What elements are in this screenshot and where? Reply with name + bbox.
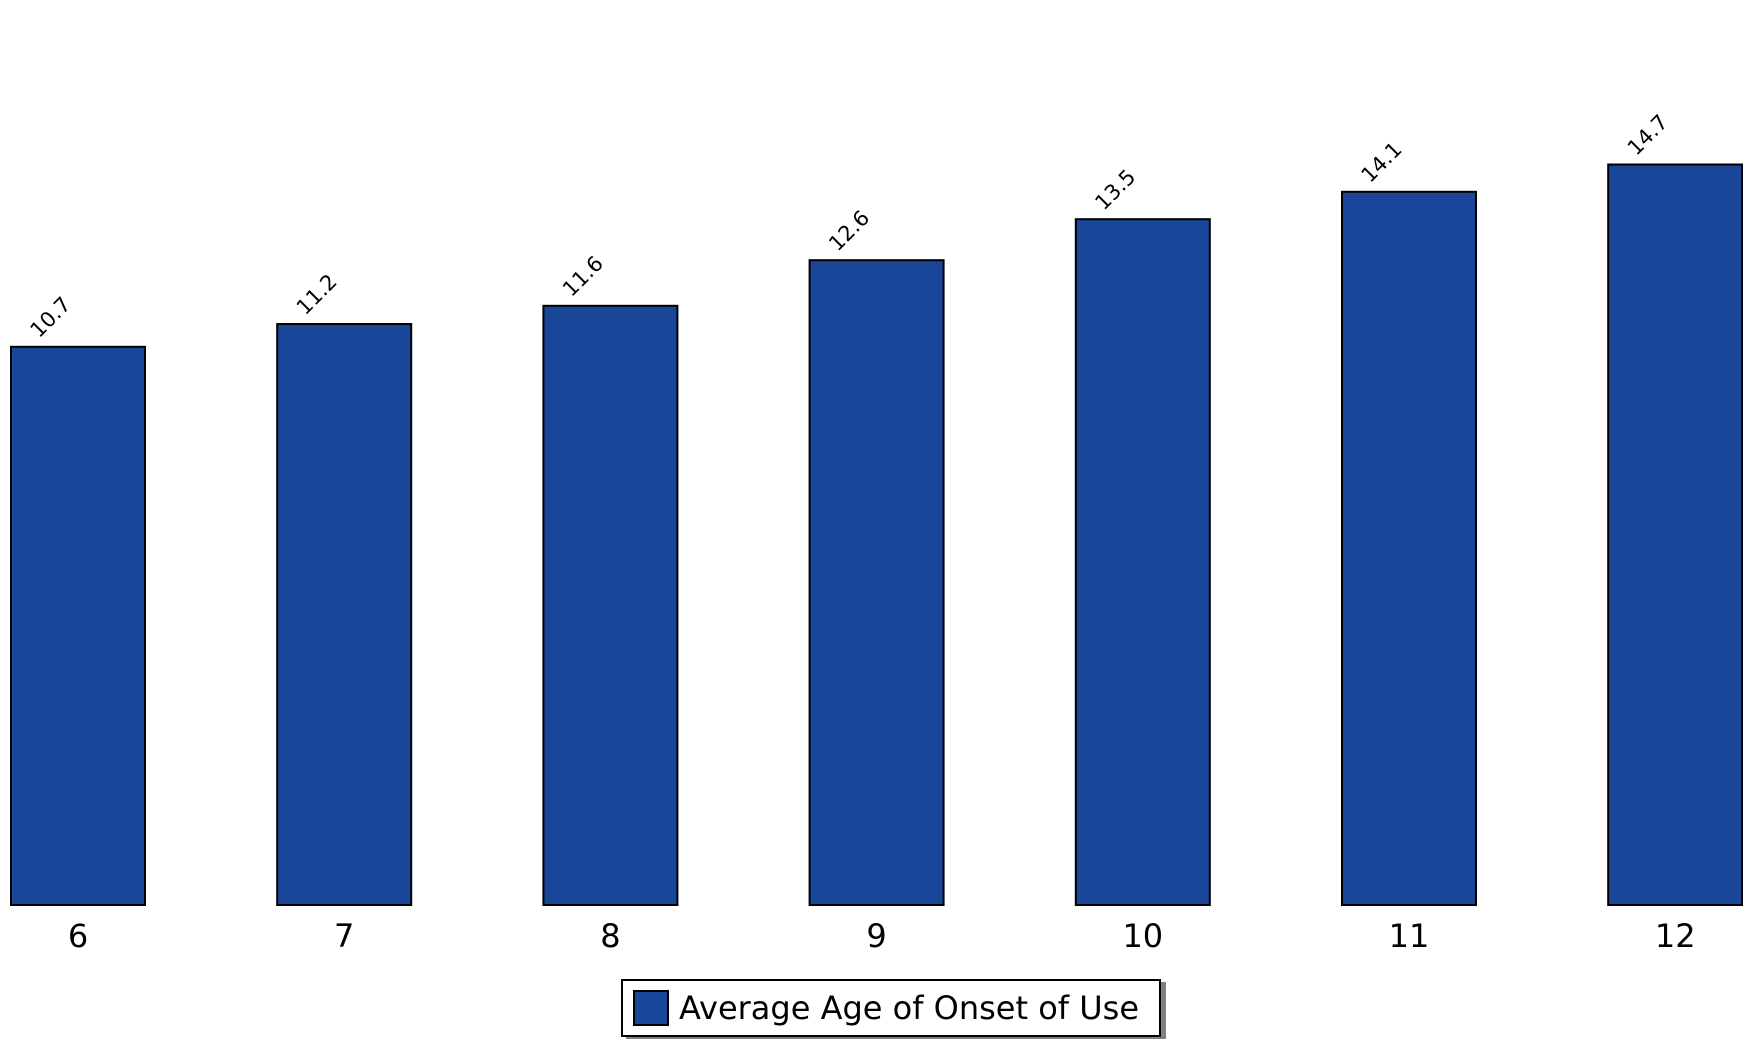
x-tick-label-9: 9 (866, 917, 886, 955)
bar-8 (542, 304, 679, 906)
bar-11 (1341, 190, 1477, 907)
data-label-8: 11.6 (558, 251, 608, 301)
bar-chart: 10.7 11.2 11.6 12.6 13.5 14.1 14.7 6 7 8 9 10 11 12 (10, 110, 1743, 955)
bar-7 (276, 323, 413, 906)
data-label-11: 14.1 (1357, 137, 1407, 187)
bar-12 (1607, 163, 1743, 906)
x-tick-label-11: 11 (1389, 917, 1430, 955)
data-label-9: 12.6 (824, 206, 874, 256)
data-label-12: 14.7 (1623, 110, 1673, 160)
data-label-6: 10.7 (26, 292, 76, 342)
bar-9 (808, 259, 945, 906)
x-tick-label-12: 12 (1655, 917, 1696, 955)
x-tick-label-7: 7 (334, 917, 354, 955)
bar-6 (10, 345, 146, 906)
bar-10 (1074, 218, 1211, 906)
bars-group (10, 163, 1743, 907)
data-label-7: 11.2 (292, 269, 342, 319)
x-tick-label-10: 10 (1122, 917, 1163, 955)
legend-label: Average Age of Onset of Use (679, 989, 1139, 1027)
x-axis-tick-labels: 6 7 8 9 10 11 12 (68, 917, 1696, 955)
data-label-10: 13.5 (1090, 165, 1140, 215)
x-tick-label-8: 8 (600, 917, 620, 955)
x-tick-label-6: 6 (68, 917, 88, 955)
legend-swatch (633, 990, 669, 1026)
legend: Average Age of Onset of Use (621, 979, 1161, 1037)
